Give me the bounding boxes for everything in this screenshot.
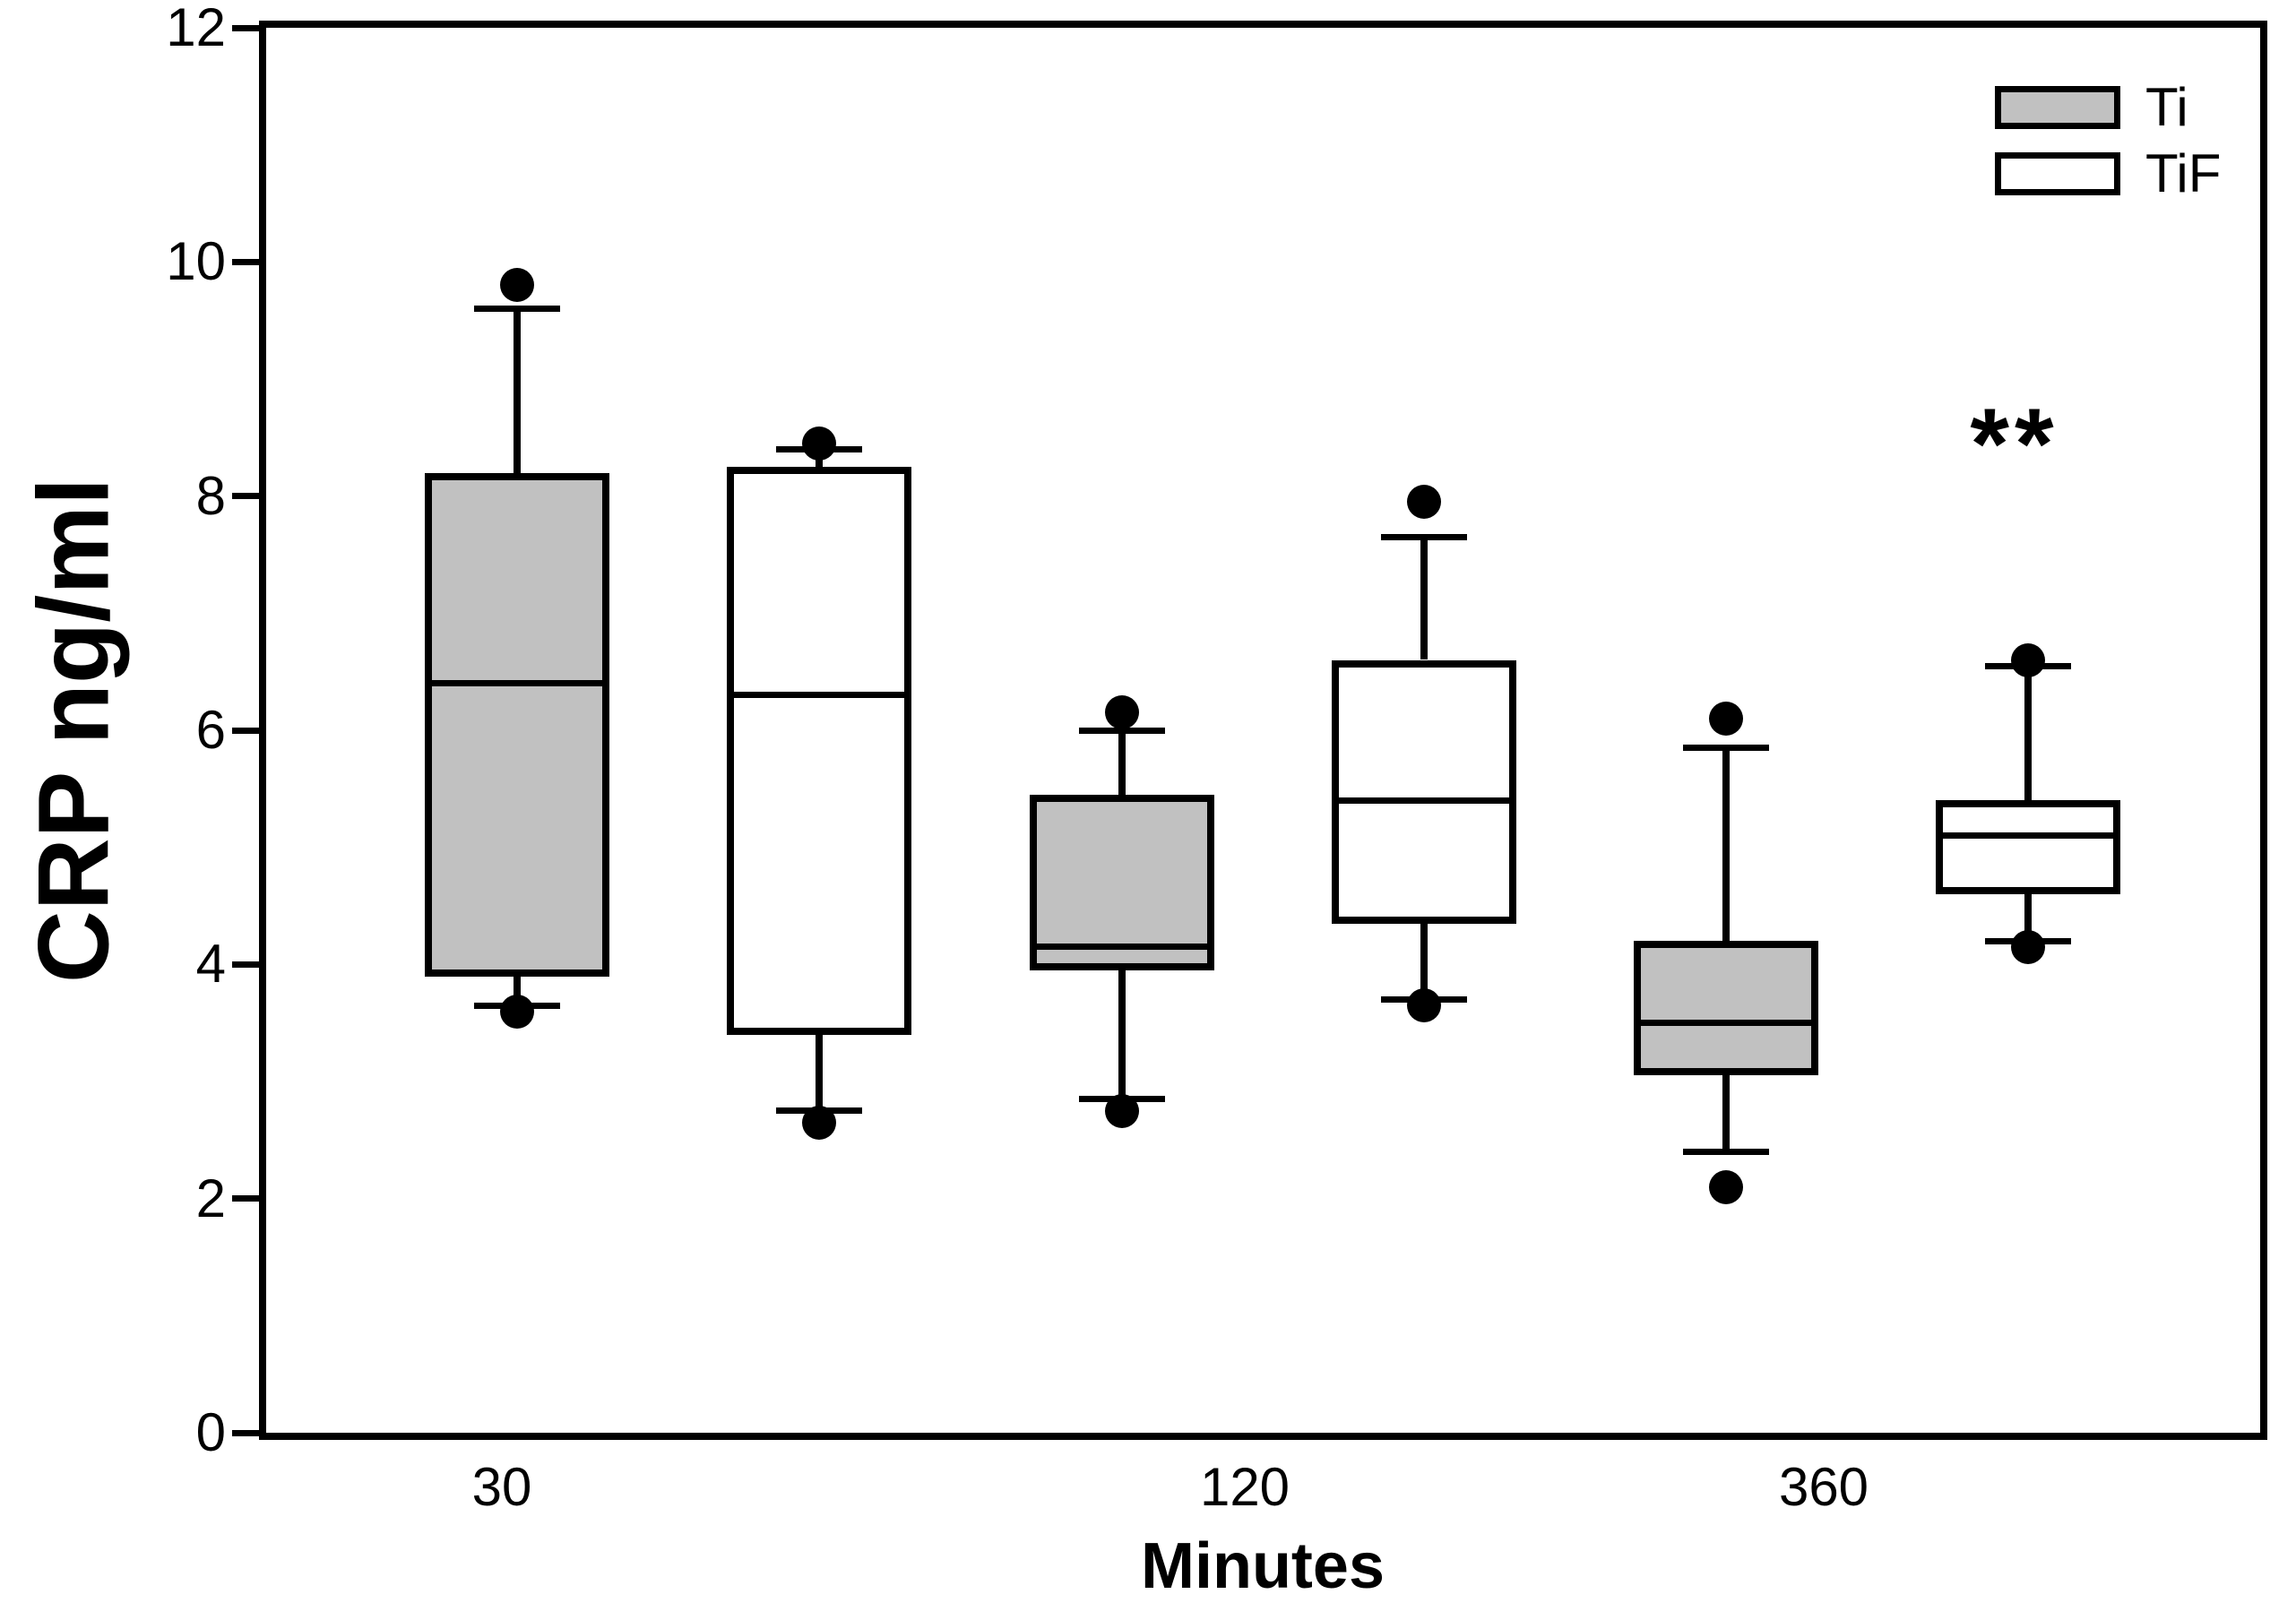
box-tif-30 bbox=[727, 467, 911, 1035]
box-tif-120 bbox=[1332, 660, 1516, 924]
upper-whisker-line bbox=[1118, 730, 1126, 795]
lower-whisker-line bbox=[2024, 894, 2032, 941]
y-axis-tick bbox=[232, 25, 259, 31]
y-tick-label: 4 bbox=[195, 934, 226, 994]
upper-whisker-cap bbox=[1683, 745, 1769, 751]
box-ti-360 bbox=[1634, 941, 1818, 1075]
box-ti-30 bbox=[425, 473, 609, 977]
y-axis-tick bbox=[232, 493, 259, 499]
upper-whisker-cap bbox=[1381, 534, 1467, 540]
y-tick-label: 2 bbox=[195, 1168, 226, 1228]
upper-whisker-line bbox=[1420, 537, 1428, 659]
median-line bbox=[1037, 944, 1207, 950]
median-line bbox=[1339, 797, 1509, 804]
upper-outlier-dot bbox=[2011, 643, 2045, 677]
lower-outlier-dot bbox=[802, 1106, 836, 1140]
median-line bbox=[1641, 1020, 1811, 1026]
upper-outlier-dot bbox=[500, 268, 534, 302]
upper-whisker-line bbox=[2024, 666, 2032, 800]
lower-outlier-dot bbox=[1105, 1094, 1139, 1128]
lower-whisker-cap bbox=[1683, 1149, 1769, 1155]
box-ti-120 bbox=[1030, 795, 1214, 970]
y-axis-tick bbox=[232, 728, 259, 734]
median-line bbox=[734, 692, 904, 698]
legend-swatch-ti bbox=[1995, 86, 2120, 129]
y-axis-tick bbox=[232, 961, 259, 968]
upper-whisker-line bbox=[1722, 748, 1730, 942]
upper-outlier-dot bbox=[1709, 702, 1743, 736]
upper-outlier-dot bbox=[802, 427, 836, 461]
y-tick-label: 6 bbox=[195, 700, 226, 760]
median-line bbox=[432, 680, 602, 686]
upper-whisker-cap bbox=[1079, 728, 1165, 734]
lower-whisker-line bbox=[514, 976, 521, 1005]
legend-label-tif: TiF bbox=[2145, 143, 2222, 203]
box-tif-360 bbox=[1936, 800, 2120, 894]
y-tick-label: 10 bbox=[166, 231, 226, 291]
lower-whisker-line bbox=[1118, 970, 1126, 1099]
lower-whisker-line bbox=[816, 1035, 823, 1111]
lower-outlier-dot bbox=[1407, 988, 1441, 1022]
y-tick-label: 8 bbox=[195, 466, 226, 526]
upper-outlier-dot bbox=[1407, 485, 1441, 519]
legend-label-ti: Ti bbox=[2145, 77, 2188, 137]
x-tick-label: 30 bbox=[471, 1457, 532, 1517]
lower-outlier-dot bbox=[2011, 930, 2045, 964]
lower-whisker-line bbox=[1722, 1075, 1730, 1151]
x-tick-label: 120 bbox=[1199, 1457, 1290, 1517]
lower-outlier-dot bbox=[1709, 1170, 1743, 1204]
legend-swatch-tif bbox=[1995, 152, 2120, 195]
y-axis-tick bbox=[232, 259, 259, 265]
y-axis-tick bbox=[232, 1430, 259, 1436]
y-axis-tick bbox=[232, 1195, 259, 1202]
y-tick-label: 0 bbox=[195, 1402, 226, 1462]
upper-outlier-dot bbox=[1105, 695, 1139, 729]
upper-whisker-line bbox=[514, 309, 521, 473]
y-tick-label: 12 bbox=[166, 0, 226, 57]
upper-whisker-cap bbox=[474, 306, 560, 312]
lower-whisker-line bbox=[1420, 924, 1428, 1000]
median-line bbox=[1943, 832, 2113, 839]
significance-annotation: ** bbox=[1970, 388, 2059, 500]
x-axis-title: Minutes bbox=[1140, 1530, 1385, 1602]
lower-outlier-dot bbox=[500, 995, 534, 1029]
x-tick-label: 360 bbox=[1778, 1457, 1869, 1517]
